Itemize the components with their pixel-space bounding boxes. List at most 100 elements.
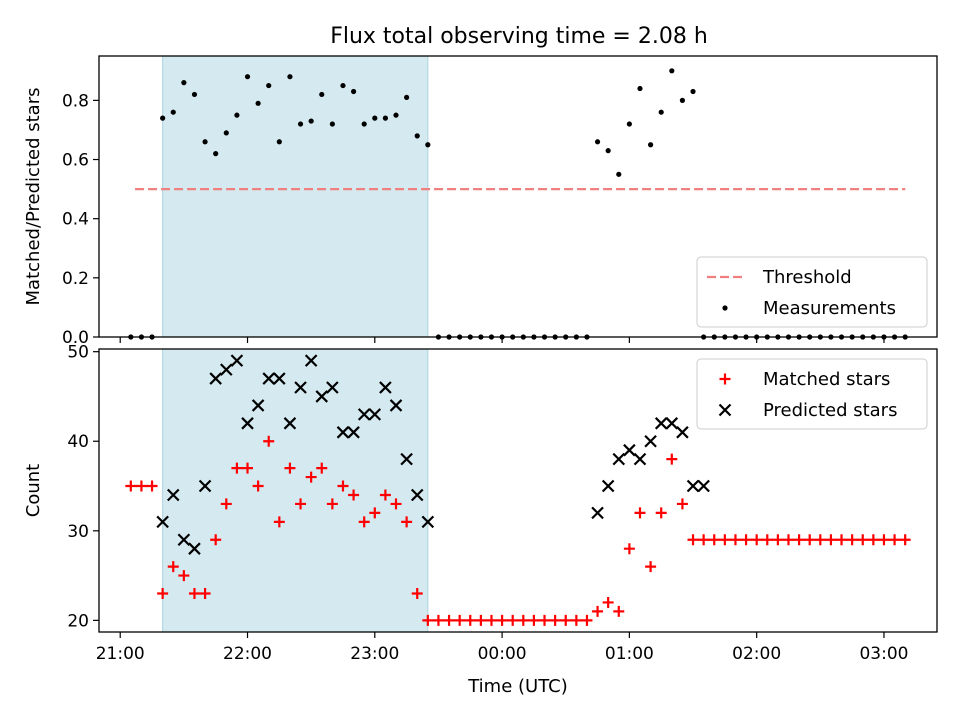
matched-stars-point	[899, 534, 911, 546]
measurement-point	[679, 97, 686, 103]
measurement-point	[319, 91, 325, 98]
y-tick-label: 30	[67, 522, 89, 542]
matched-stars-point	[464, 614, 476, 626]
predicted-stars-point	[230, 354, 244, 367]
matched-stars-point	[273, 516, 285, 528]
legend-label: Threshold	[762, 267, 852, 288]
measurement-point	[425, 142, 431, 148]
y-tick-label: 0.8	[62, 91, 89, 111]
predicted-stars-point	[347, 426, 360, 439]
matched-stars-point	[231, 462, 243, 474]
predicted-stars-point	[326, 381, 339, 394]
matched-stars-point	[295, 498, 307, 510]
x-axis-label: Time (UTC)	[467, 676, 568, 697]
measurement-point	[266, 82, 272, 89]
matched-stars-point	[443, 614, 455, 626]
matched-stars-point	[379, 489, 391, 501]
matched-stars-point	[729, 534, 741, 546]
matched-stars-point	[570, 614, 582, 626]
measurement-point	[626, 121, 632, 127]
observing-window-shade	[162, 55, 429, 338]
legend-predicted-swatch	[718, 403, 732, 417]
predicted-stars-point	[220, 363, 233, 376]
matched-stars-point	[517, 614, 529, 626]
matched-stars-point	[623, 543, 635, 555]
matched-stars-point	[889, 534, 901, 546]
measurement-point	[234, 112, 240, 118]
measurement-point	[350, 88, 357, 95]
matched-stars-point	[666, 453, 678, 465]
measurement-point	[244, 74, 251, 80]
matched-stars-point	[178, 570, 190, 582]
matched-stars-point	[878, 534, 890, 546]
predicted-stars-point	[644, 434, 657, 448]
predicted-stars-point	[241, 417, 254, 430]
y-axis-label: Count	[23, 464, 44, 517]
measurement-point	[329, 121, 335, 127]
measurement-point	[361, 121, 367, 127]
matched-stars-point	[719, 534, 731, 546]
matched-stars-point	[560, 614, 572, 626]
predicted-stars-point	[676, 426, 689, 439]
matched-stars-point	[411, 587, 423, 599]
measurement-point	[669, 68, 675, 74]
legend: Threshold Measurements	[696, 256, 928, 328]
predicted-stars-point	[410, 488, 424, 502]
predicted-stars-point	[209, 372, 222, 385]
matched-stars-point	[645, 561, 657, 573]
measurement-point	[181, 80, 187, 86]
x-tick-label: 00:00	[478, 644, 527, 664]
matched-stars-point	[634, 507, 646, 519]
measurement-point	[160, 115, 166, 121]
observing-window-shade	[162, 348, 429, 633]
ratio-panel: 0.0 0.2 0.4 0.6 0.8 Matched/Predicted stars Th…	[23, 55, 938, 348]
matched-stars-point	[581, 614, 593, 626]
predicted-stars-point	[421, 515, 435, 529]
matched-stars-point	[539, 614, 551, 626]
measurement-point	[213, 151, 219, 157]
measurement-point	[382, 115, 389, 121]
matched-stars-point	[857, 534, 869, 546]
matched-stars-point	[485, 614, 497, 626]
y-axis-label: Matched/Predicted stars	[23, 88, 44, 306]
measurement-point	[170, 109, 176, 115]
matched-stars-point	[814, 534, 826, 546]
predicted-stars-point	[166, 488, 180, 502]
matched-stars-point	[655, 507, 667, 519]
matched-stars-point	[751, 534, 763, 546]
y-tick-label: 0.4	[62, 210, 89, 230]
predicted-stars-point	[400, 452, 413, 466]
legend-label: Predicted stars	[763, 400, 897, 421]
predicted-stars-point	[357, 408, 371, 421]
measurement-point	[223, 130, 229, 136]
x-tick-label: 01:00	[605, 644, 654, 664]
matched-stars-point	[220, 498, 232, 510]
x-tick-label: 22:00	[223, 644, 272, 664]
predicted-stars-point	[315, 390, 329, 403]
matched-stars-point	[326, 498, 338, 510]
count-panel: 20 30 40 50 21:00 22:00 23:00 00:00 01:00 02:00 03…	[23, 343, 938, 697]
matched-stars-point	[316, 462, 328, 474]
matched-stars-point	[401, 516, 413, 528]
matched-stars-point	[676, 498, 688, 510]
legend-label: Measurements	[763, 298, 896, 319]
measurement-point	[287, 74, 293, 80]
matched-stars-point	[135, 480, 147, 492]
predicted-stars-point	[612, 452, 626, 466]
predicted-stars-point	[697, 479, 710, 493]
matched-stars-point	[454, 614, 466, 626]
measurement-point	[202, 139, 208, 145]
matched-stars-point	[867, 534, 879, 546]
matched-stars-point	[210, 534, 222, 546]
matched-stars-point	[761, 534, 773, 546]
matched-stars-point	[242, 462, 254, 474]
matched-stars-point	[602, 596, 614, 608]
matched-stars-point	[263, 435, 275, 447]
measurement-point	[605, 148, 611, 154]
predicted-stars-point	[336, 426, 350, 439]
measurement-point	[255, 100, 261, 106]
matched-stars-point	[369, 507, 381, 519]
predicted-stars-point	[156, 515, 169, 529]
matched-stars-point	[146, 480, 158, 492]
